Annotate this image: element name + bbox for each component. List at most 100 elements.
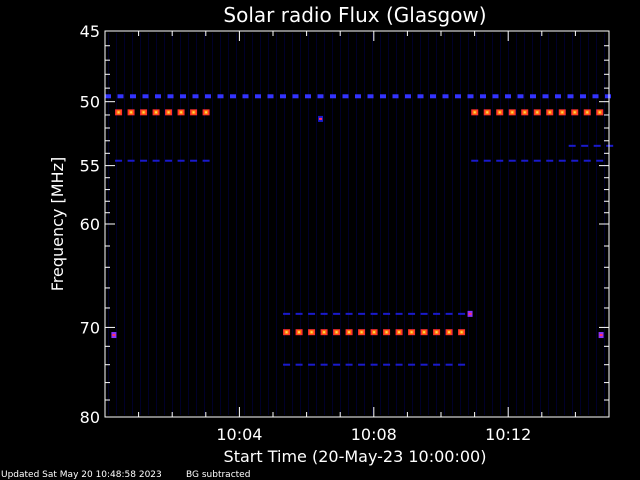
y-tick-label: 60	[80, 215, 100, 234]
band-dash	[420, 312, 428, 315]
noise-streak	[204, 33, 205, 415]
band-dash-peak	[385, 331, 388, 334]
noise-streak	[220, 33, 221, 415]
band-dash-peak	[410, 331, 413, 334]
band-dash	[533, 159, 541, 162]
band-dash	[555, 94, 561, 99]
band-dash	[180, 94, 186, 99]
band-dash-peak	[598, 111, 601, 114]
band-dash	[458, 363, 466, 366]
noise-streak	[436, 33, 437, 415]
noise-streak	[412, 33, 413, 415]
band-dash	[117, 94, 124, 99]
noise-streak	[340, 33, 341, 415]
band-dash	[542, 94, 549, 99]
y-tick-label: 70	[80, 318, 100, 337]
noise-streak	[428, 33, 429, 415]
plot-area	[105, 31, 609, 417]
band-dash	[317, 94, 324, 99]
band-dash	[165, 159, 173, 162]
noise-streak	[556, 33, 557, 415]
noise-streak	[116, 33, 117, 415]
band-dash	[358, 312, 366, 315]
band-dash	[370, 363, 378, 366]
noise-streak	[284, 33, 285, 415]
band-dash	[155, 94, 161, 99]
noise-streak	[356, 33, 357, 415]
band-dash	[355, 94, 361, 99]
noise-streak	[212, 33, 213, 415]
noise-streak	[524, 33, 525, 415]
band-dash	[105, 94, 111, 99]
band-dash-peak	[335, 331, 338, 334]
noise-streak	[140, 33, 141, 415]
band-dash-peak	[323, 331, 326, 334]
band-dash-peak	[310, 331, 313, 334]
band-dash	[130, 94, 136, 99]
band-dash-peak	[117, 111, 120, 114]
emission-spot-core	[599, 334, 603, 337]
band-dash	[345, 312, 353, 315]
emission-spot-core	[319, 117, 323, 120]
noise-streak	[148, 33, 149, 415]
band-dash	[558, 159, 566, 162]
band-dash	[455, 94, 461, 99]
noise-streak	[484, 33, 485, 415]
band-dash	[430, 94, 436, 99]
emission-spots	[111, 115, 604, 339]
band-dash	[496, 159, 504, 162]
noise-streak	[364, 33, 365, 415]
band-dash-peak	[486, 111, 489, 114]
band-dash	[230, 94, 236, 99]
noise-streak	[180, 33, 181, 415]
noise-streak	[316, 33, 317, 415]
band-dash	[280, 94, 286, 99]
y-tick-label: 45	[80, 22, 100, 41]
x-axis: 10:04 10:08 10:12	[138, 31, 576, 444]
band-dash	[140, 159, 148, 162]
band-dash-peak	[473, 111, 476, 114]
band-dash	[395, 363, 403, 366]
band-dash	[480, 94, 486, 99]
band-dash-peak	[460, 331, 463, 334]
emission-band	[283, 312, 466, 315]
band-dash	[580, 94, 586, 99]
band-dash	[383, 312, 391, 315]
band-dash	[308, 312, 316, 315]
x-tick-label: 10:08	[351, 425, 397, 444]
band-dash	[458, 312, 466, 315]
noise-streak	[348, 33, 349, 415]
emission-band	[471, 109, 604, 116]
emission-band	[568, 144, 614, 147]
band-dash-peak	[360, 331, 363, 334]
noise-streak	[596, 33, 597, 415]
band-dash	[517, 94, 524, 99]
band-dash	[380, 94, 386, 99]
x-tick-label: 10:12	[485, 425, 531, 444]
noise-streak	[380, 33, 381, 415]
noise-streak	[468, 33, 469, 415]
noise-streak	[276, 33, 277, 415]
band-dash	[115, 159, 123, 162]
noise-streak	[580, 33, 581, 415]
band-dash	[283, 363, 291, 366]
x-axis-label: Start Time (20-May-23 10:00:00)	[224, 447, 487, 466]
emission-band	[105, 94, 611, 99]
band-dash	[370, 312, 378, 315]
band-dash	[190, 159, 198, 162]
band-dash	[295, 312, 303, 315]
emission-band	[283, 363, 466, 366]
noise-streak	[300, 33, 301, 415]
emission-band	[471, 159, 604, 162]
band-dash	[342, 94, 349, 99]
band-dash	[167, 94, 174, 99]
noise-streak	[172, 33, 173, 415]
noise-streak	[268, 33, 269, 415]
band-dash	[521, 159, 529, 162]
band-dash-peak	[561, 111, 564, 114]
band-dash	[471, 159, 479, 162]
y-tick-label: 80	[80, 408, 100, 427]
emission-spot-core	[112, 334, 116, 337]
emission-band	[283, 329, 466, 336]
noise-streak	[460, 33, 461, 415]
